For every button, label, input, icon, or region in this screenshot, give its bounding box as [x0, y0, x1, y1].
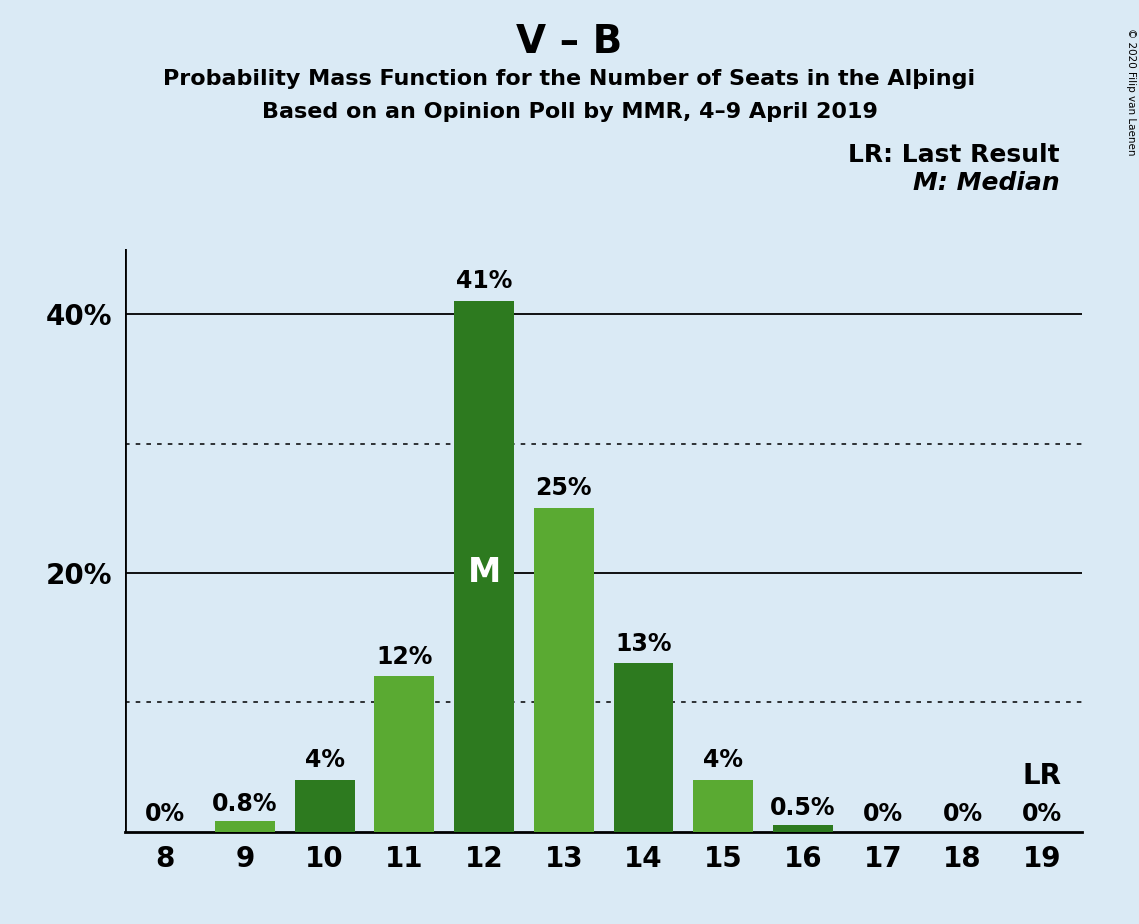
- Text: V – B: V – B: [516, 23, 623, 61]
- Text: LR: LR: [1023, 762, 1062, 790]
- Text: 41%: 41%: [456, 270, 513, 294]
- Text: 0%: 0%: [942, 802, 983, 826]
- Text: © 2020 Filip van Laenen: © 2020 Filip van Laenen: [1125, 28, 1136, 155]
- Text: Based on an Opinion Poll by MMR, 4–9 April 2019: Based on an Opinion Poll by MMR, 4–9 Apr…: [262, 102, 877, 122]
- Text: 13%: 13%: [615, 632, 672, 656]
- Text: 0%: 0%: [1022, 802, 1063, 826]
- Bar: [614, 663, 673, 832]
- Text: 25%: 25%: [535, 477, 592, 501]
- Bar: [215, 821, 274, 832]
- Text: 0%: 0%: [862, 802, 903, 826]
- Bar: [295, 780, 354, 832]
- Text: 4%: 4%: [703, 748, 744, 772]
- Bar: [773, 825, 833, 832]
- Bar: [454, 301, 514, 832]
- Text: 0%: 0%: [145, 802, 186, 826]
- Bar: [534, 508, 593, 832]
- Text: Probability Mass Function for the Number of Seats in the Alþingi: Probability Mass Function for the Number…: [163, 69, 976, 90]
- Text: 0.5%: 0.5%: [770, 796, 836, 820]
- Bar: [694, 780, 753, 832]
- Bar: [375, 676, 434, 832]
- Text: M: M: [467, 556, 501, 590]
- Text: 4%: 4%: [304, 748, 345, 772]
- Text: 12%: 12%: [376, 645, 433, 669]
- Text: 0.8%: 0.8%: [212, 792, 278, 816]
- Text: M: Median: M: Median: [912, 171, 1059, 195]
- Text: LR: Last Result: LR: Last Result: [847, 143, 1059, 167]
